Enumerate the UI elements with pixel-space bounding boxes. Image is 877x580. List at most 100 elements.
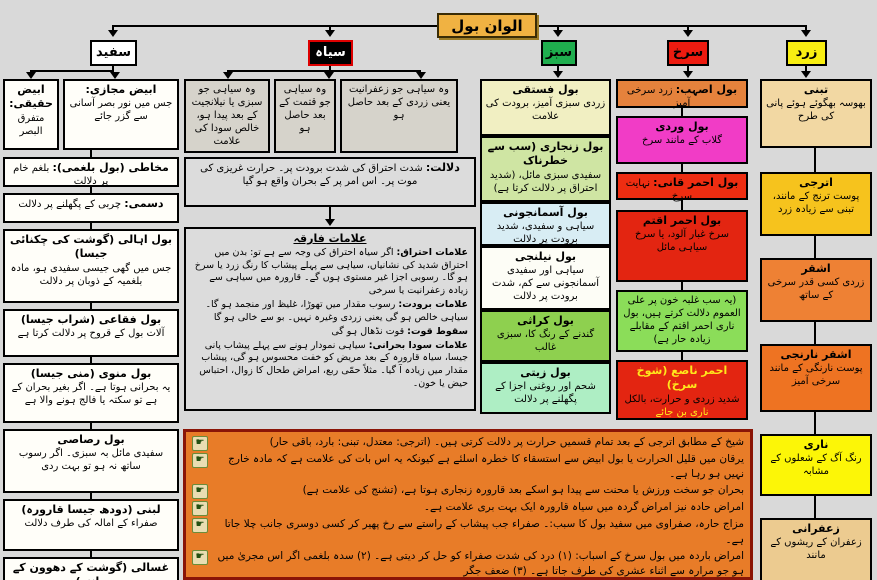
label-green: سبز — [541, 40, 577, 66]
hand-bullet-icon: ☛ — [192, 453, 208, 468]
arrow-down-icon — [801, 71, 811, 78]
farqa-para: علامات برودت: رسوب مقدار میں تھوڑا، غلیظ… — [205, 299, 468, 323]
node-zafrani: زعفرانی زعفران کے ریشوں کے مانند — [760, 518, 872, 580]
note-text: امراض باردہ میں بول سرخ کے اسباب: (۱) در… — [217, 549, 744, 578]
node-wardi: بول وردی گلاب کے مانند سرخ — [616, 116, 748, 164]
label-red: سرخ — [667, 40, 709, 66]
note-text: یرقان میں قلیل الحرارت یا بول ابیض سے اس… — [228, 453, 744, 481]
note-item: ☛ امراض حادہ نیز امراض گردہ میں سیاہ قار… — [192, 500, 744, 517]
connector — [814, 496, 816, 518]
node-tibni: تبنی بھوسہ بھگوئے ہوئے پانی کی طرح — [760, 79, 872, 148]
label-yellow: زرد — [786, 40, 827, 66]
arrow-down-icon — [324, 72, 334, 79]
node-abyaz-haqiqi: ابیض حقیقی: متفرق البصر — [3, 79, 59, 150]
note-item: ☛ شیخ کے مطابق اترجی کے بعد تمام قسمیں ح… — [192, 435, 744, 451]
hand-bullet-icon: ☛ — [192, 549, 208, 565]
note-text: بحران جو سخت ورزش یا محنت سے پیدا ہو اسک… — [302, 484, 744, 497]
note-text: شیخ کے مطابق اترجی کے بعد تمام قسمیں حرا… — [269, 436, 744, 448]
arrow-down-icon — [26, 72, 36, 79]
node-ghusali: غسالی (گوشت کے دھوون کے مانند) — [3, 557, 179, 580]
node-black-after-yellow: وہ سیاہی جو زعفرانیت یعنی زردی کے بعد حا… — [340, 79, 458, 153]
connector — [329, 66, 331, 71]
connector — [687, 25, 689, 30]
connector — [90, 187, 92, 193]
diagram-title: الوان بول — [437, 13, 537, 38]
node-abyaz-majazi: ابیض مجازی: جس میں نور بصر آسانی سے گزر … — [63, 79, 179, 150]
arrow-down-icon — [683, 71, 693, 78]
node-ahmar-aqtam: بول احمر اقتم سرخ غبار آلود، یا سرخ سیاہ… — [616, 210, 748, 282]
note-item: ☛ امراض باردہ میں بول سرخ کے اسباب: (۱) … — [192, 549, 744, 579]
node-dasmi: دسمی: چربی کے پگھلنے پر دلالت — [3, 193, 179, 223]
node-ahmar-nasia: احمر ناصع (شوخ سرخ) شدید زردی و حرارت، ب… — [616, 360, 748, 420]
connector — [681, 352, 683, 360]
connector — [90, 223, 92, 229]
node-zinjari: بول زنجاری (سب سے خطرناک سفیدی سبزی مائل… — [480, 136, 611, 202]
node-black-after-dusky: وہ سیاہی جو قتمت کے بعد حاصل ہو — [274, 79, 336, 153]
node-nari: ناری رنگ آگ کے شعلوں کے مشابہ — [760, 434, 872, 496]
arrow-down-icon — [325, 30, 335, 37]
connector — [805, 25, 807, 30]
connector — [814, 412, 816, 434]
node-mukhati: مخاطی (بول بلغمی): بلغم خام پر دلالت — [3, 157, 179, 187]
farqa-para: علامات احتراق: اگر سیاہ احتراق کی وجہ سے… — [194, 246, 468, 297]
connector — [687, 66, 689, 71]
label-black: سیاہ — [308, 40, 353, 66]
connector — [30, 70, 114, 72]
node-ashab: بول اصہب: زرد سرخی آمیز — [616, 79, 748, 109]
node-red-note: (یہ سب غلبہ خون پر علی العموم دلالت کرتے… — [616, 290, 748, 352]
connector — [90, 551, 92, 557]
node-utruji: اترجی پوست ترنج کے مانند، تبنی سے زیادہ … — [760, 172, 872, 236]
connector — [112, 66, 114, 71]
connector — [814, 322, 816, 344]
hand-bullet-icon: ☛ — [192, 518, 208, 534]
arrow-down-icon — [110, 72, 120, 79]
node-manwi: بول منوی (منی جیسا) یہ بحرانی ہوتا ہے۔ ا… — [3, 363, 179, 423]
node-ashqar-narangi: اشقر نارنجی پوست نارنگی کے مانند سرخی آم… — [760, 344, 872, 412]
node-ahali: بول اہالی (گوشت کی چکنائی جیسا) جس میں گ… — [3, 229, 179, 303]
arrow-down-icon — [223, 72, 233, 79]
connector — [681, 164, 683, 172]
connector — [557, 25, 559, 30]
node-alamat-farqa: علامات فارقہ علامات احتراق: اگر سیاہ احت… — [184, 227, 476, 411]
node-kurrasi: بول کراثی گندنے کے رنگ کا، سبزی غالب — [480, 310, 611, 362]
note-item: ☛ یرقان میں قلیل الحرارت یا بول ابیض سے … — [192, 452, 744, 482]
connector — [814, 236, 816, 258]
connector — [805, 66, 807, 71]
farqa-para: علامات سودا بحرانی: سیاہی نمودار ہونے سے… — [199, 339, 468, 389]
arrow-down-icon — [553, 30, 563, 37]
connector — [90, 423, 92, 429]
arrow-down-icon — [416, 72, 426, 79]
connector — [329, 207, 331, 219]
connector — [681, 282, 683, 290]
arrow-down-icon — [325, 219, 335, 226]
arrow-down-icon — [683, 30, 693, 37]
connector — [329, 25, 331, 30]
node-black-after-green: وہ سیاہی جو سبزی یا نیلانجیت کے بعد پیدا… — [184, 79, 270, 153]
node-ashqar: اشقر زردی کسی قدر سرخی کے ساتھ — [760, 258, 872, 322]
node-zaiti: بول زیتی شحم اور روغنی اجزا کے پگھلنے پر… — [480, 362, 611, 414]
node-dalalat: دلالت: شدت احتراق کی شدت برودت پر۔ حرارت… — [184, 157, 476, 207]
connector — [90, 303, 92, 309]
hand-bullet-icon: ☛ — [192, 501, 208, 517]
farqa-para: سقوط قوت: قوت نڈھال ہو گی — [331, 325, 468, 337]
node-rasasi: بول رصاصی سفیدی مائل بہ سبزی۔ اگر رسوب س… — [3, 429, 179, 493]
arrow-down-icon — [801, 30, 811, 37]
node-nilanji: بول نیلنجی سیاہی اور سفیدی آسمانجونی سے … — [480, 246, 611, 310]
node-labani: لبنی (دودھ جیسا قارورہ) صفراء کے امالہ ک… — [3, 499, 179, 551]
note-text: امراض حادہ نیز امراض گردہ میں سیاہ قارور… — [423, 501, 744, 514]
notes-panel: ☛ شیخ کے مطابق اترجی کے بعد تمام قسمیں ح… — [183, 429, 753, 580]
note-text: مزاج حارہ، صفراوی میں سفید بول کا سبب:۔ … — [224, 518, 744, 546]
connector — [681, 200, 683, 210]
arrow-down-icon — [553, 71, 563, 78]
connector — [90, 150, 92, 157]
connector — [557, 66, 559, 71]
node-fuqai: بول فقاعی (شراب جیسا) آلات بول کے قروح پ… — [3, 309, 179, 357]
note-item: ☛ مزاج حارہ، صفراوی میں سفید بول کا سبب:… — [192, 517, 744, 547]
connector — [814, 148, 816, 172]
arrow-down-icon — [108, 30, 118, 37]
note-item: ☛ بحران جو سخت ورزش یا محنت سے پیدا ہو ا… — [192, 483, 744, 500]
connector — [112, 25, 114, 30]
hand-bullet-icon: ☛ — [192, 484, 208, 500]
hand-bullet-icon: ☛ — [192, 436, 208, 451]
